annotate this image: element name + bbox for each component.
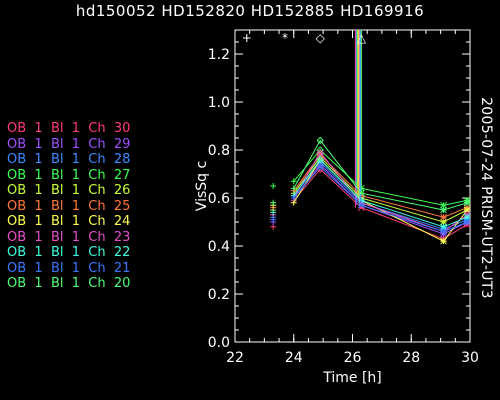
data-point <box>290 195 297 201</box>
x-tick-label: 30 <box>461 350 479 366</box>
y-tick-label: 0.6 <box>208 191 230 207</box>
legend-entry: OB 1 Bl 1 Ch 30 <box>7 121 131 136</box>
calibrator-marker: △ <box>357 31 367 45</box>
legend: OB 1 Bl 1 Ch 30 OB 1 Bl 1 Ch 29 OB 1 Bl 1 … <box>7 121 130 292</box>
series-line <box>293 163 468 235</box>
calibrator-marker: ◇ <box>316 31 326 45</box>
data-point <box>316 148 324 157</box>
data-point <box>357 197 365 204</box>
x-tick-label: 28 <box>402 350 420 366</box>
data-point <box>440 218 447 226</box>
y-tick-label: 0.0 <box>208 335 230 351</box>
data-point <box>270 199 277 206</box>
y-tick-label: 0.2 <box>208 287 230 303</box>
data-point <box>463 218 470 226</box>
data-point <box>270 183 277 189</box>
legend-entry: OB 1 Bl 1 Ch 25 <box>7 198 131 214</box>
calibrator-marker: * <box>282 31 288 45</box>
x-tick-label: 24 <box>285 350 303 366</box>
data-point <box>316 155 324 164</box>
calibrator-marker: + <box>242 31 252 45</box>
data-layer <box>270 30 470 245</box>
data-point <box>270 209 277 216</box>
legend-entry: OB 1 Bl 1 Ch 24 <box>7 214 131 229</box>
data-point <box>440 228 447 235</box>
data-point <box>270 216 277 223</box>
data-point <box>463 213 470 221</box>
data-point <box>316 136 324 145</box>
legend-entry: OB 1 Bl 1 Ch 21 <box>7 260 131 276</box>
data-point <box>463 206 470 214</box>
data-point <box>290 178 297 185</box>
legend-entry: OB 1 Bl 1 Ch 28 <box>7 152 131 167</box>
data-point <box>290 185 297 192</box>
data-point <box>316 163 324 171</box>
legend-entry: OB 1 Bl 1 Ch 23 <box>7 229 131 245</box>
y-tick-label: 0.4 <box>208 239 230 255</box>
data-point <box>440 213 447 221</box>
x-axis-label: Time [h] <box>322 370 382 386</box>
x-tick-label: 26 <box>344 350 362 366</box>
y-axis-label: VisSq c <box>194 161 210 211</box>
data-point <box>440 223 447 231</box>
y-tick-label: 1.0 <box>208 95 230 111</box>
data-point <box>440 201 447 209</box>
data-point <box>440 206 447 214</box>
chart-title: hd150052 HD152820 HD152885 HD169916 <box>75 2 425 20</box>
legend-entry: OB 1 Bl 1 Ch 22 <box>7 245 131 260</box>
legend-entry: OB 1 Bl 1 Ch 27 <box>7 167 131 183</box>
data-point <box>440 237 447 245</box>
data-point <box>357 201 365 209</box>
y-tick-label: 0.8 <box>208 143 230 159</box>
x-tick-label: 22 <box>226 350 244 366</box>
y-tick-label: 1.2 <box>208 47 230 63</box>
data-point <box>463 199 470 207</box>
legend-entry: OB 1 Bl 1 Ch 26 <box>7 183 131 198</box>
legend-entry: OB 1 Bl 1 Ch 29 <box>7 136 131 152</box>
legend-entry: OB 1 Bl 1 Ch 20 <box>7 276 131 291</box>
